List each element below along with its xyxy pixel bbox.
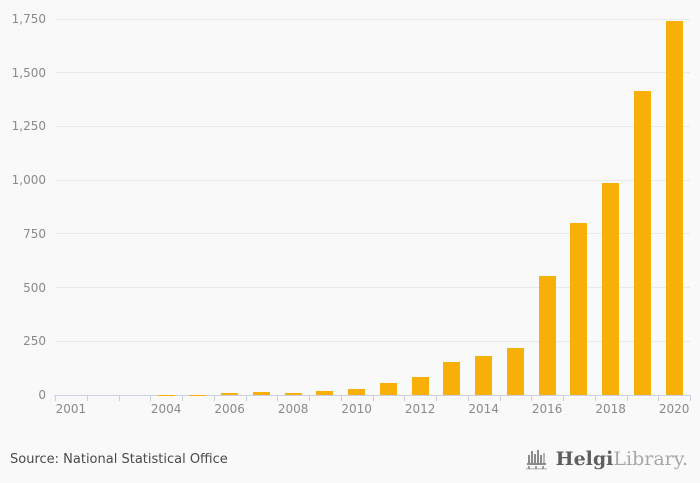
x-axis-tick xyxy=(563,396,564,401)
gridline-250 xyxy=(55,340,690,342)
bar-2014[interactable] xyxy=(475,356,493,395)
x-axis-line xyxy=(54,395,691,396)
gridline-750 xyxy=(55,233,690,235)
bar-2018[interactable] xyxy=(602,183,620,395)
x-axis-label: 2020 xyxy=(658,402,690,416)
gridline-1,500 xyxy=(55,72,690,74)
x-axis-tick xyxy=(658,396,660,401)
x-axis-tick xyxy=(436,396,437,401)
bar-chart: 0 250 500 750 1,000 1,250 1,500 1,750 2001 2004 20… xyxy=(11,12,691,416)
x-axis-tick xyxy=(55,396,56,401)
x-axis-tick xyxy=(150,396,152,401)
x-axis-label: 2008 xyxy=(277,402,309,416)
y-axis-label: 500 xyxy=(23,280,46,295)
x-axis-label: 2010 xyxy=(341,402,372,416)
y-axis-label: 1,500 xyxy=(11,65,46,80)
bar-2010[interactable] xyxy=(348,389,366,395)
bar-2006[interactable] xyxy=(221,392,239,395)
helgi-library-logo[interactable]: HelgiLibrary. xyxy=(525,446,688,472)
x-axis-tick xyxy=(86,396,88,401)
gridline-1,250 xyxy=(55,125,690,127)
y-axis-label: 0 xyxy=(38,388,46,402)
x-axis-tick xyxy=(277,396,279,401)
gridline-500 xyxy=(55,287,690,289)
x-axis-tick xyxy=(531,396,533,401)
bar-2009[interactable] xyxy=(316,390,334,395)
bar-2012[interactable] xyxy=(411,376,429,395)
logo-text-helgi: Helgi xyxy=(555,448,614,470)
x-axis-tick xyxy=(213,396,215,401)
x-axis-label: 2018 xyxy=(595,402,626,416)
x-axis-label: 2014 xyxy=(468,402,499,416)
x-axis-tick xyxy=(467,396,469,401)
x-axis-tick xyxy=(690,396,691,401)
x-axis-tick xyxy=(118,396,120,401)
x-axis-tick xyxy=(499,396,501,401)
x-axis-label: 2006 xyxy=(214,402,245,416)
y-axis-label: 250 xyxy=(23,334,46,349)
x-axis-tick xyxy=(309,396,310,401)
x-axis-tick xyxy=(340,396,342,401)
bar-2008[interactable] xyxy=(284,392,302,395)
bar-2016[interactable] xyxy=(538,275,556,395)
source-label: Source: National Statistical Office xyxy=(10,451,228,467)
y-axis-label: 1,000 xyxy=(11,173,46,188)
footer: Source: National Statistical Office xyxy=(0,435,700,483)
bar-2013[interactable] xyxy=(443,361,461,395)
x-axis-tick xyxy=(626,396,628,401)
bar-2019[interactable] xyxy=(633,90,651,395)
x-axis-label: 2012 xyxy=(404,402,436,416)
x-axis-label: 2016 xyxy=(531,402,563,416)
x-axis-label: 2004 xyxy=(150,402,182,416)
bar-2007[interactable] xyxy=(252,391,270,395)
x-axis-tick xyxy=(182,396,183,401)
bar-2017[interactable] xyxy=(570,223,588,395)
x-axis-tick xyxy=(245,396,247,401)
x-axis-tick xyxy=(594,396,596,401)
x-axis-tick xyxy=(372,396,374,401)
logo-text-library: Library. xyxy=(613,448,688,470)
x-axis-tick xyxy=(404,396,406,401)
helgi-bridge-icon xyxy=(525,446,551,472)
y-axis-label: 1,750 xyxy=(11,12,46,26)
gridline-1,000 xyxy=(55,179,690,181)
gridline-1,750 xyxy=(55,18,690,20)
y-axis-label: 750 xyxy=(23,226,46,241)
bar-2011[interactable] xyxy=(379,383,397,395)
x-axis-label: 2001 xyxy=(55,402,87,416)
y-axis-label: 1,250 xyxy=(11,119,46,134)
bar-2015[interactable] xyxy=(506,347,524,395)
bar-2020[interactable] xyxy=(665,21,683,395)
